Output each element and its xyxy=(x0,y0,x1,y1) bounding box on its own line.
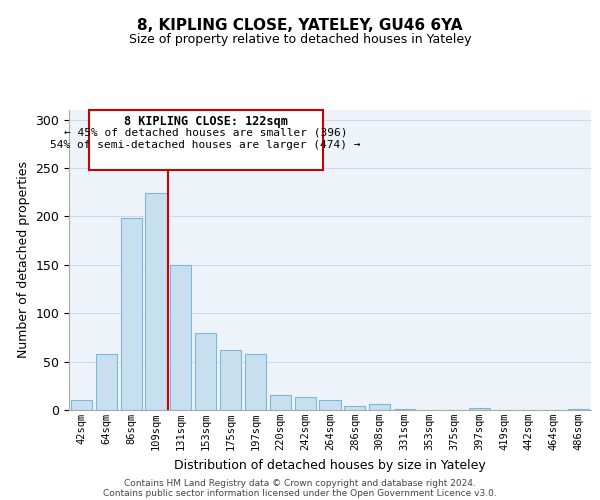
Text: 8, KIPLING CLOSE, YATELEY, GU46 6YA: 8, KIPLING CLOSE, YATELEY, GU46 6YA xyxy=(137,18,463,32)
Bar xyxy=(195,332,216,410)
Bar xyxy=(568,409,589,410)
Text: 54% of semi-detached houses are larger (474) →: 54% of semi-detached houses are larger (… xyxy=(50,140,361,150)
Bar xyxy=(394,409,415,410)
Bar xyxy=(145,193,167,410)
Bar xyxy=(295,398,316,410)
Text: Contains public sector information licensed under the Open Government Licence v3: Contains public sector information licen… xyxy=(103,488,497,498)
Text: ← 45% of detached houses are smaller (396): ← 45% of detached houses are smaller (39… xyxy=(64,128,347,138)
Bar xyxy=(344,406,365,410)
Bar xyxy=(245,354,266,410)
Y-axis label: Number of detached properties: Number of detached properties xyxy=(17,162,30,358)
Text: 8 KIPLING CLOSE: 122sqm: 8 KIPLING CLOSE: 122sqm xyxy=(124,115,287,128)
Bar xyxy=(369,404,390,410)
Bar xyxy=(270,394,291,410)
Bar xyxy=(71,400,92,410)
X-axis label: Distribution of detached houses by size in Yateley: Distribution of detached houses by size … xyxy=(174,458,486,471)
FancyBboxPatch shape xyxy=(89,110,323,170)
Bar xyxy=(170,265,191,410)
Bar xyxy=(469,408,490,410)
Bar xyxy=(121,218,142,410)
Bar xyxy=(96,354,117,410)
Bar xyxy=(319,400,341,410)
Bar xyxy=(220,350,241,410)
Text: Size of property relative to detached houses in Yateley: Size of property relative to detached ho… xyxy=(129,32,471,46)
Text: Contains HM Land Registry data © Crown copyright and database right 2024.: Contains HM Land Registry data © Crown c… xyxy=(124,478,476,488)
